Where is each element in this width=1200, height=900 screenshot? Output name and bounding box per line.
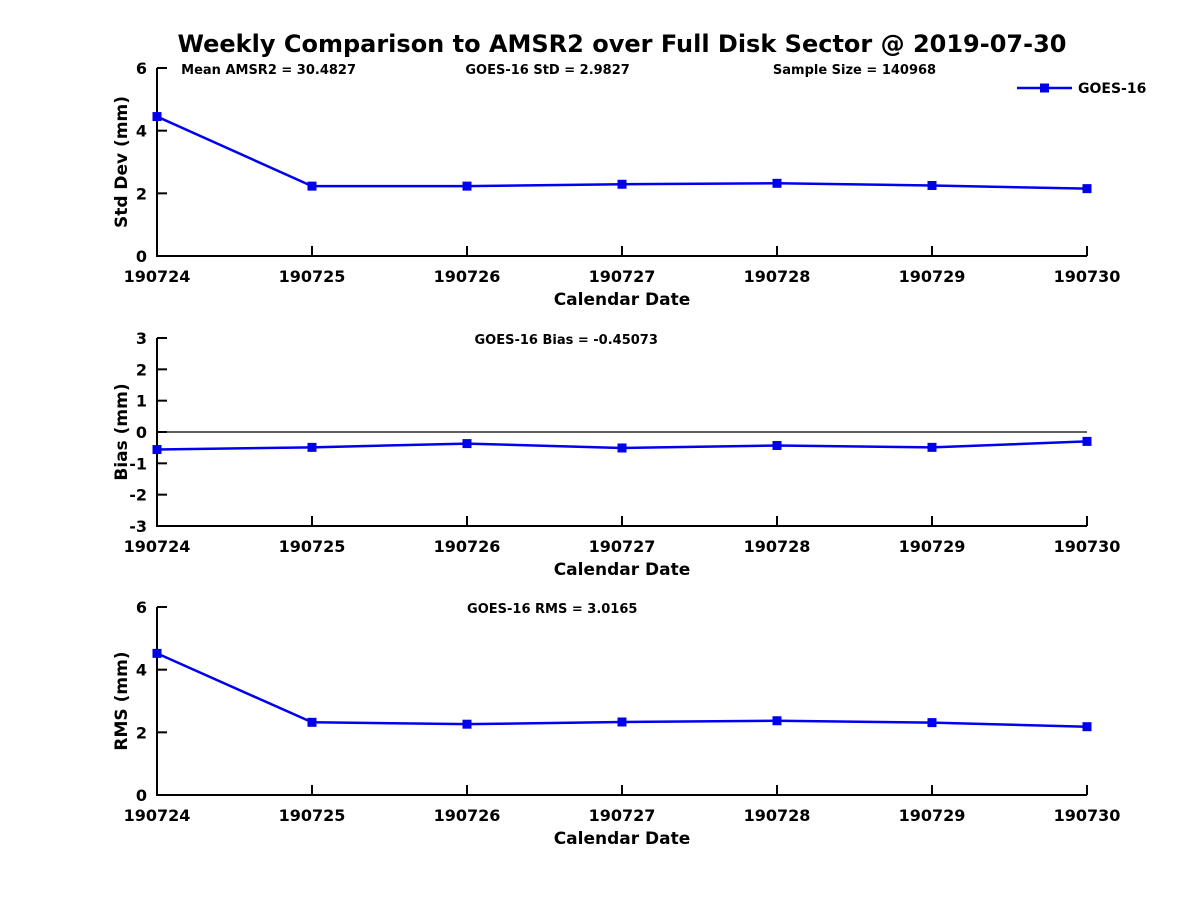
data-point-marker (307, 442, 317, 452)
data-point-marker (152, 445, 162, 455)
y-tick-label: -2 (129, 486, 147, 505)
data-point-marker (617, 179, 627, 189)
x-tick-label: 190725 (279, 806, 346, 825)
y-tick-label: 6 (136, 59, 147, 78)
data-line (156, 115, 1088, 190)
x-axis-label: Calendar Date (554, 290, 691, 310)
y-tick-label: -3 (129, 517, 147, 536)
x-tick-label: 190726 (434, 806, 501, 825)
stat-annotation: GOES-16 RMS = 3.0165 (467, 602, 637, 617)
x-axis: 190724 190725 190726 190727 190728 190729 1907… (124, 246, 1121, 286)
legend: GOES-16 (1017, 81, 1146, 97)
data-points (152, 436, 1092, 455)
y-axis-label: RMS (mm) (112, 651, 132, 750)
legend-label: GOES-16 (1078, 81, 1146, 97)
rms-chart: 0 2 4 6 190724 190725 190726 190727 190728 190729… (112, 598, 1121, 849)
data-points (152, 648, 1092, 732)
data-points (152, 112, 1092, 194)
y-tick-label: 0 (136, 423, 147, 442)
x-tick-label: 190729 (899, 806, 966, 825)
data-point-marker (772, 716, 782, 726)
axis-spines (156, 607, 1087, 796)
stat-annotation: Mean AMSR2 = 30.4827 (181, 63, 356, 78)
data-point-marker (1082, 436, 1092, 446)
x-tick-label: 190726 (434, 267, 501, 286)
x-axis-label: Calendar Date (554, 560, 691, 580)
y-tick-label: 1 (136, 392, 147, 411)
axis-spines (156, 68, 1087, 257)
y-tick-label: 2 (136, 184, 147, 203)
data-point-marker (927, 181, 937, 190)
y-axis: 0 2 4 6 (136, 59, 167, 266)
y-tick-label: 2 (136, 723, 147, 742)
data-point-marker (307, 717, 317, 727)
x-tick-label: 190725 (279, 267, 346, 286)
x-tick-label: 190727 (589, 537, 656, 556)
data-point-marker (617, 443, 627, 453)
x-tick-label: 190726 (434, 537, 501, 556)
y-tick-label: 4 (136, 661, 147, 680)
y-tick-label: 6 (136, 598, 147, 617)
x-tick-label: 190725 (279, 537, 346, 556)
y-tick-label: 0 (136, 786, 147, 805)
y-axis: 0 2 4 6 (136, 598, 167, 805)
x-tick-label: 190728 (744, 806, 811, 825)
data-point-marker (617, 717, 627, 727)
x-tick-label: 190724 (124, 537, 191, 556)
data-line (156, 652, 1088, 728)
y-axis-label: Std Dev (mm) (112, 96, 132, 228)
y-tick-label: 2 (136, 360, 147, 379)
data-point-marker (772, 440, 782, 450)
legend-marker-sample (1040, 83, 1049, 93)
x-axis: 190724 190725 190726 190727 190728 190729 1907… (124, 785, 1121, 825)
stat-annotation: Sample Size = 140968 (773, 63, 936, 78)
y-tick-label: -1 (129, 454, 147, 473)
x-tick-label: 190727 (589, 806, 656, 825)
data-point-marker (307, 181, 317, 191)
x-tick-label: 190729 (899, 537, 966, 556)
y-tick-label: 4 (136, 122, 147, 141)
data-point-marker (772, 178, 782, 188)
data-point-marker (927, 718, 937, 728)
stat-annotation: GOES-16 StD = 2.9827 (465, 63, 629, 78)
data-point-marker (1082, 722, 1092, 732)
y-axis: 3 2 1 0 -1 -2 -3 (129, 329, 167, 536)
stat-annotation: GOES-16 Bias = -0.45073 (474, 333, 657, 348)
data-point-marker (927, 442, 937, 452)
x-tick-label: 190728 (744, 267, 811, 286)
x-tick-label: 190730 (1054, 806, 1121, 825)
y-axis-label: Bias (mm) (112, 383, 132, 480)
data-point-marker (462, 439, 472, 449)
data-point-marker (152, 648, 162, 658)
x-tick-label: 190724 (124, 806, 191, 825)
y-tick-label: 0 (136, 247, 147, 266)
stddev-chart: 0 2 4 6 190724 190725 190726 190727 190728 190729… (112, 59, 1146, 310)
x-tick-label: 190729 (899, 267, 966, 286)
data-point-marker (152, 112, 162, 122)
x-tick-label: 190724 (124, 267, 191, 286)
figure-title: Weekly Comparison to AMSR2 over Full Dis… (177, 30, 1067, 58)
data-point-marker (1082, 184, 1092, 194)
data-point-marker (462, 181, 472, 191)
x-tick-label: 190727 (589, 267, 656, 286)
x-tick-label: 190730 (1054, 537, 1121, 556)
x-axis-label: Calendar Date (554, 829, 691, 849)
x-tick-label: 190730 (1054, 267, 1121, 286)
data-point-marker (462, 719, 472, 729)
x-axis: 190724 190725 190726 190727 190728 190729 1907… (124, 516, 1121, 556)
x-tick-label: 190728 (744, 537, 811, 556)
y-tick-label: 3 (136, 329, 147, 348)
